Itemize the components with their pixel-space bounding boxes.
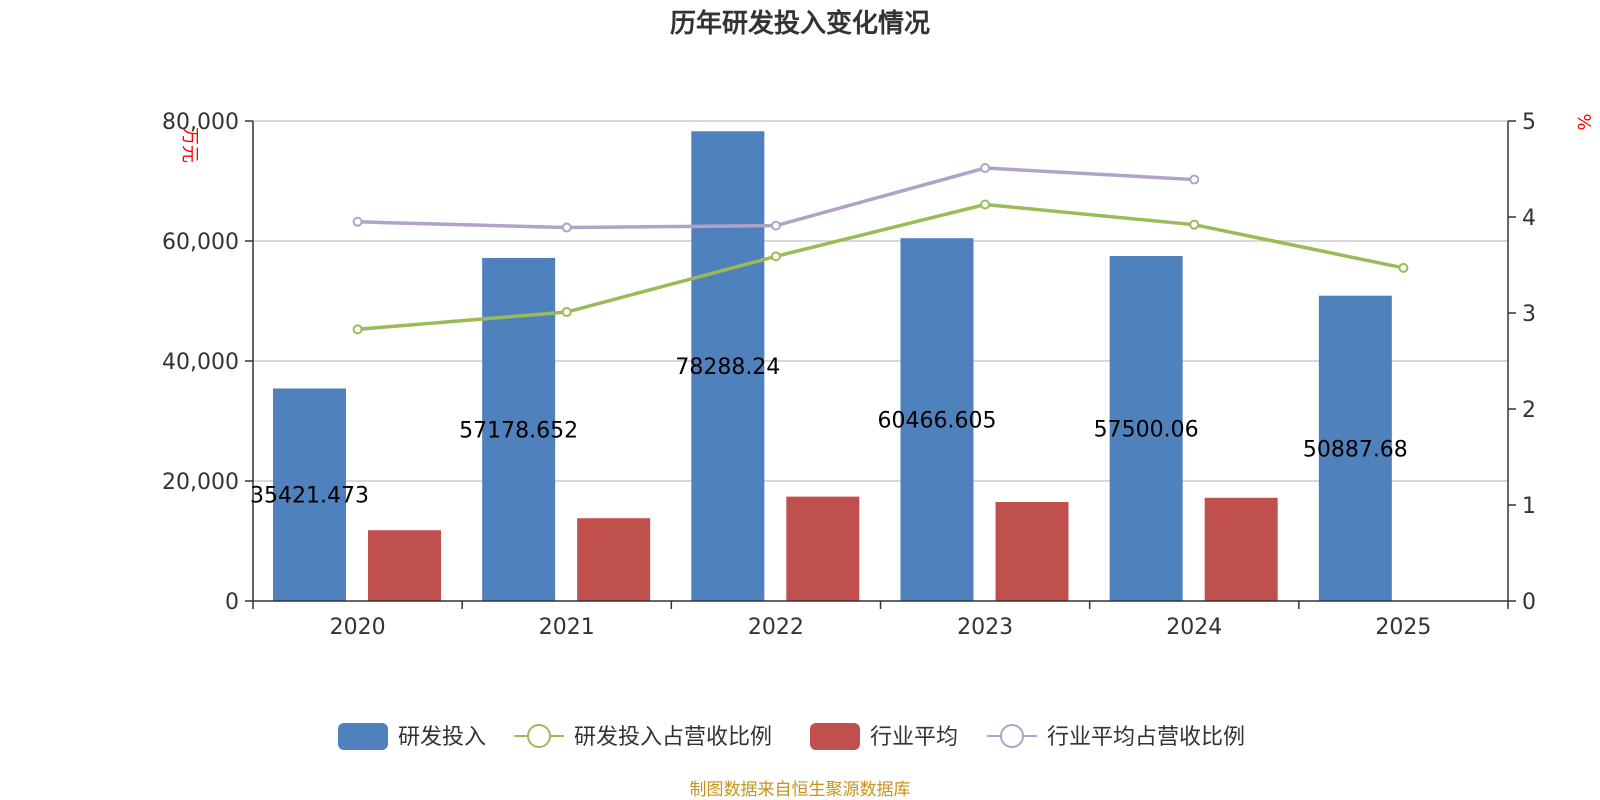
legend-label: 研发投入占营收比例 — [574, 725, 772, 750]
legend: 研发投入 研发投入占营收比例 行业平均 行业平均占营收比例 — [338, 723, 1245, 750]
data-labels: 35421.473 57178.652 78288.24 60466.605 57500… — [250, 355, 1408, 509]
data-label: 60466.605 — [878, 409, 997, 434]
bar-rd-investment-2024 — [1109, 255, 1183, 601]
left-axis-unit: 万元 — [179, 127, 200, 163]
legend-marker — [1000, 724, 1024, 748]
right-axis-tick-label: 3 — [1522, 302, 1536, 327]
right-axis-tick-label: 2 — [1522, 398, 1536, 423]
bar-industry-average-2021 — [577, 518, 651, 601]
bar-rd-investment-2025 — [1318, 295, 1392, 601]
bar-rd-investment-2022 — [691, 131, 765, 601]
data-label: 78288.24 — [675, 355, 780, 380]
line-point — [770, 251, 781, 262]
legend-swatch — [338, 723, 388, 750]
line-rd-ratio — [357, 202, 1404, 332]
left-axis-tick-label: 0 — [225, 590, 239, 615]
data-label: 57178.652 — [459, 418, 578, 443]
legend-item: 研发投入占营收比例 — [514, 724, 772, 750]
x-axis-tick-label: 2021 — [539, 615, 595, 640]
gridlines — [253, 120, 1508, 482]
legend-label: 行业平均占营收比例 — [1047, 725, 1245, 750]
right-axis-tick-label: 1 — [1522, 494, 1536, 519]
data-label: 50887.68 — [1303, 437, 1408, 462]
legend-item: 行业平均占营收比例 — [987, 724, 1245, 750]
x-axis-tick-label: 2022 — [748, 615, 804, 640]
line-point — [1189, 174, 1200, 185]
line-industry-ratio — [357, 166, 1195, 230]
legend-item: 研发投入 — [338, 723, 486, 750]
bar-industry-average-2023 — [995, 502, 1069, 601]
left-axis-tick-label: 20,000 — [162, 470, 239, 495]
line-point — [1189, 219, 1200, 230]
data-label: 35421.473 — [250, 484, 369, 509]
bar-industry-average-2024 — [1204, 497, 1278, 601]
line-point — [561, 307, 572, 318]
line-point — [561, 222, 572, 233]
right-axis-tick-label: 4 — [1522, 206, 1536, 231]
bar-industry-average-2020 — [368, 530, 441, 601]
x-axis-tick-label: 2025 — [1375, 615, 1431, 640]
x-axis-tick-label: 2020 — [330, 615, 386, 640]
left-axis-tick-label: 80,000 — [162, 110, 239, 135]
series-lines — [352, 163, 1409, 335]
x-axis-tick-label: 2023 — [957, 615, 1013, 640]
x-axis-tick-label: 2024 — [1166, 615, 1222, 640]
bar-rd-investment-2020 — [273, 388, 346, 601]
source-note: 制图数据来自恒生聚源数据库 — [690, 780, 911, 800]
legend-marker — [527, 724, 551, 748]
data-label: 57500.06 — [1094, 417, 1199, 442]
right-axis-unit: % — [1573, 113, 1594, 130]
line-point — [980, 199, 991, 210]
legend-swatch — [810, 723, 860, 750]
right-axis-tick-label: 5 — [1522, 110, 1536, 135]
legend-item: 行业平均 — [810, 723, 958, 750]
bar-rd-investment-2023 — [900, 238, 974, 601]
line-point — [1398, 262, 1409, 273]
line-point — [352, 216, 363, 227]
right-axis-tick-label: 0 — [1522, 590, 1536, 615]
legend-label: 行业平均 — [870, 725, 958, 750]
line-point — [770, 220, 781, 231]
axes: 0 20,000 40,000 60,000 80,000 0 1 2 3 4 5 2020 2021 2… — [162, 110, 1536, 640]
legend-label: 研发投入 — [398, 725, 486, 750]
left-axis-tick-label: 40,000 — [162, 350, 239, 375]
bars — [273, 131, 1392, 601]
chart-title: 历年研发投入变化情况 — [670, 8, 930, 39]
line-point — [352, 324, 363, 335]
line-point — [980, 163, 991, 174]
bar-industry-average-2022 — [786, 496, 860, 601]
left-axis-tick-label: 60,000 — [162, 230, 239, 255]
